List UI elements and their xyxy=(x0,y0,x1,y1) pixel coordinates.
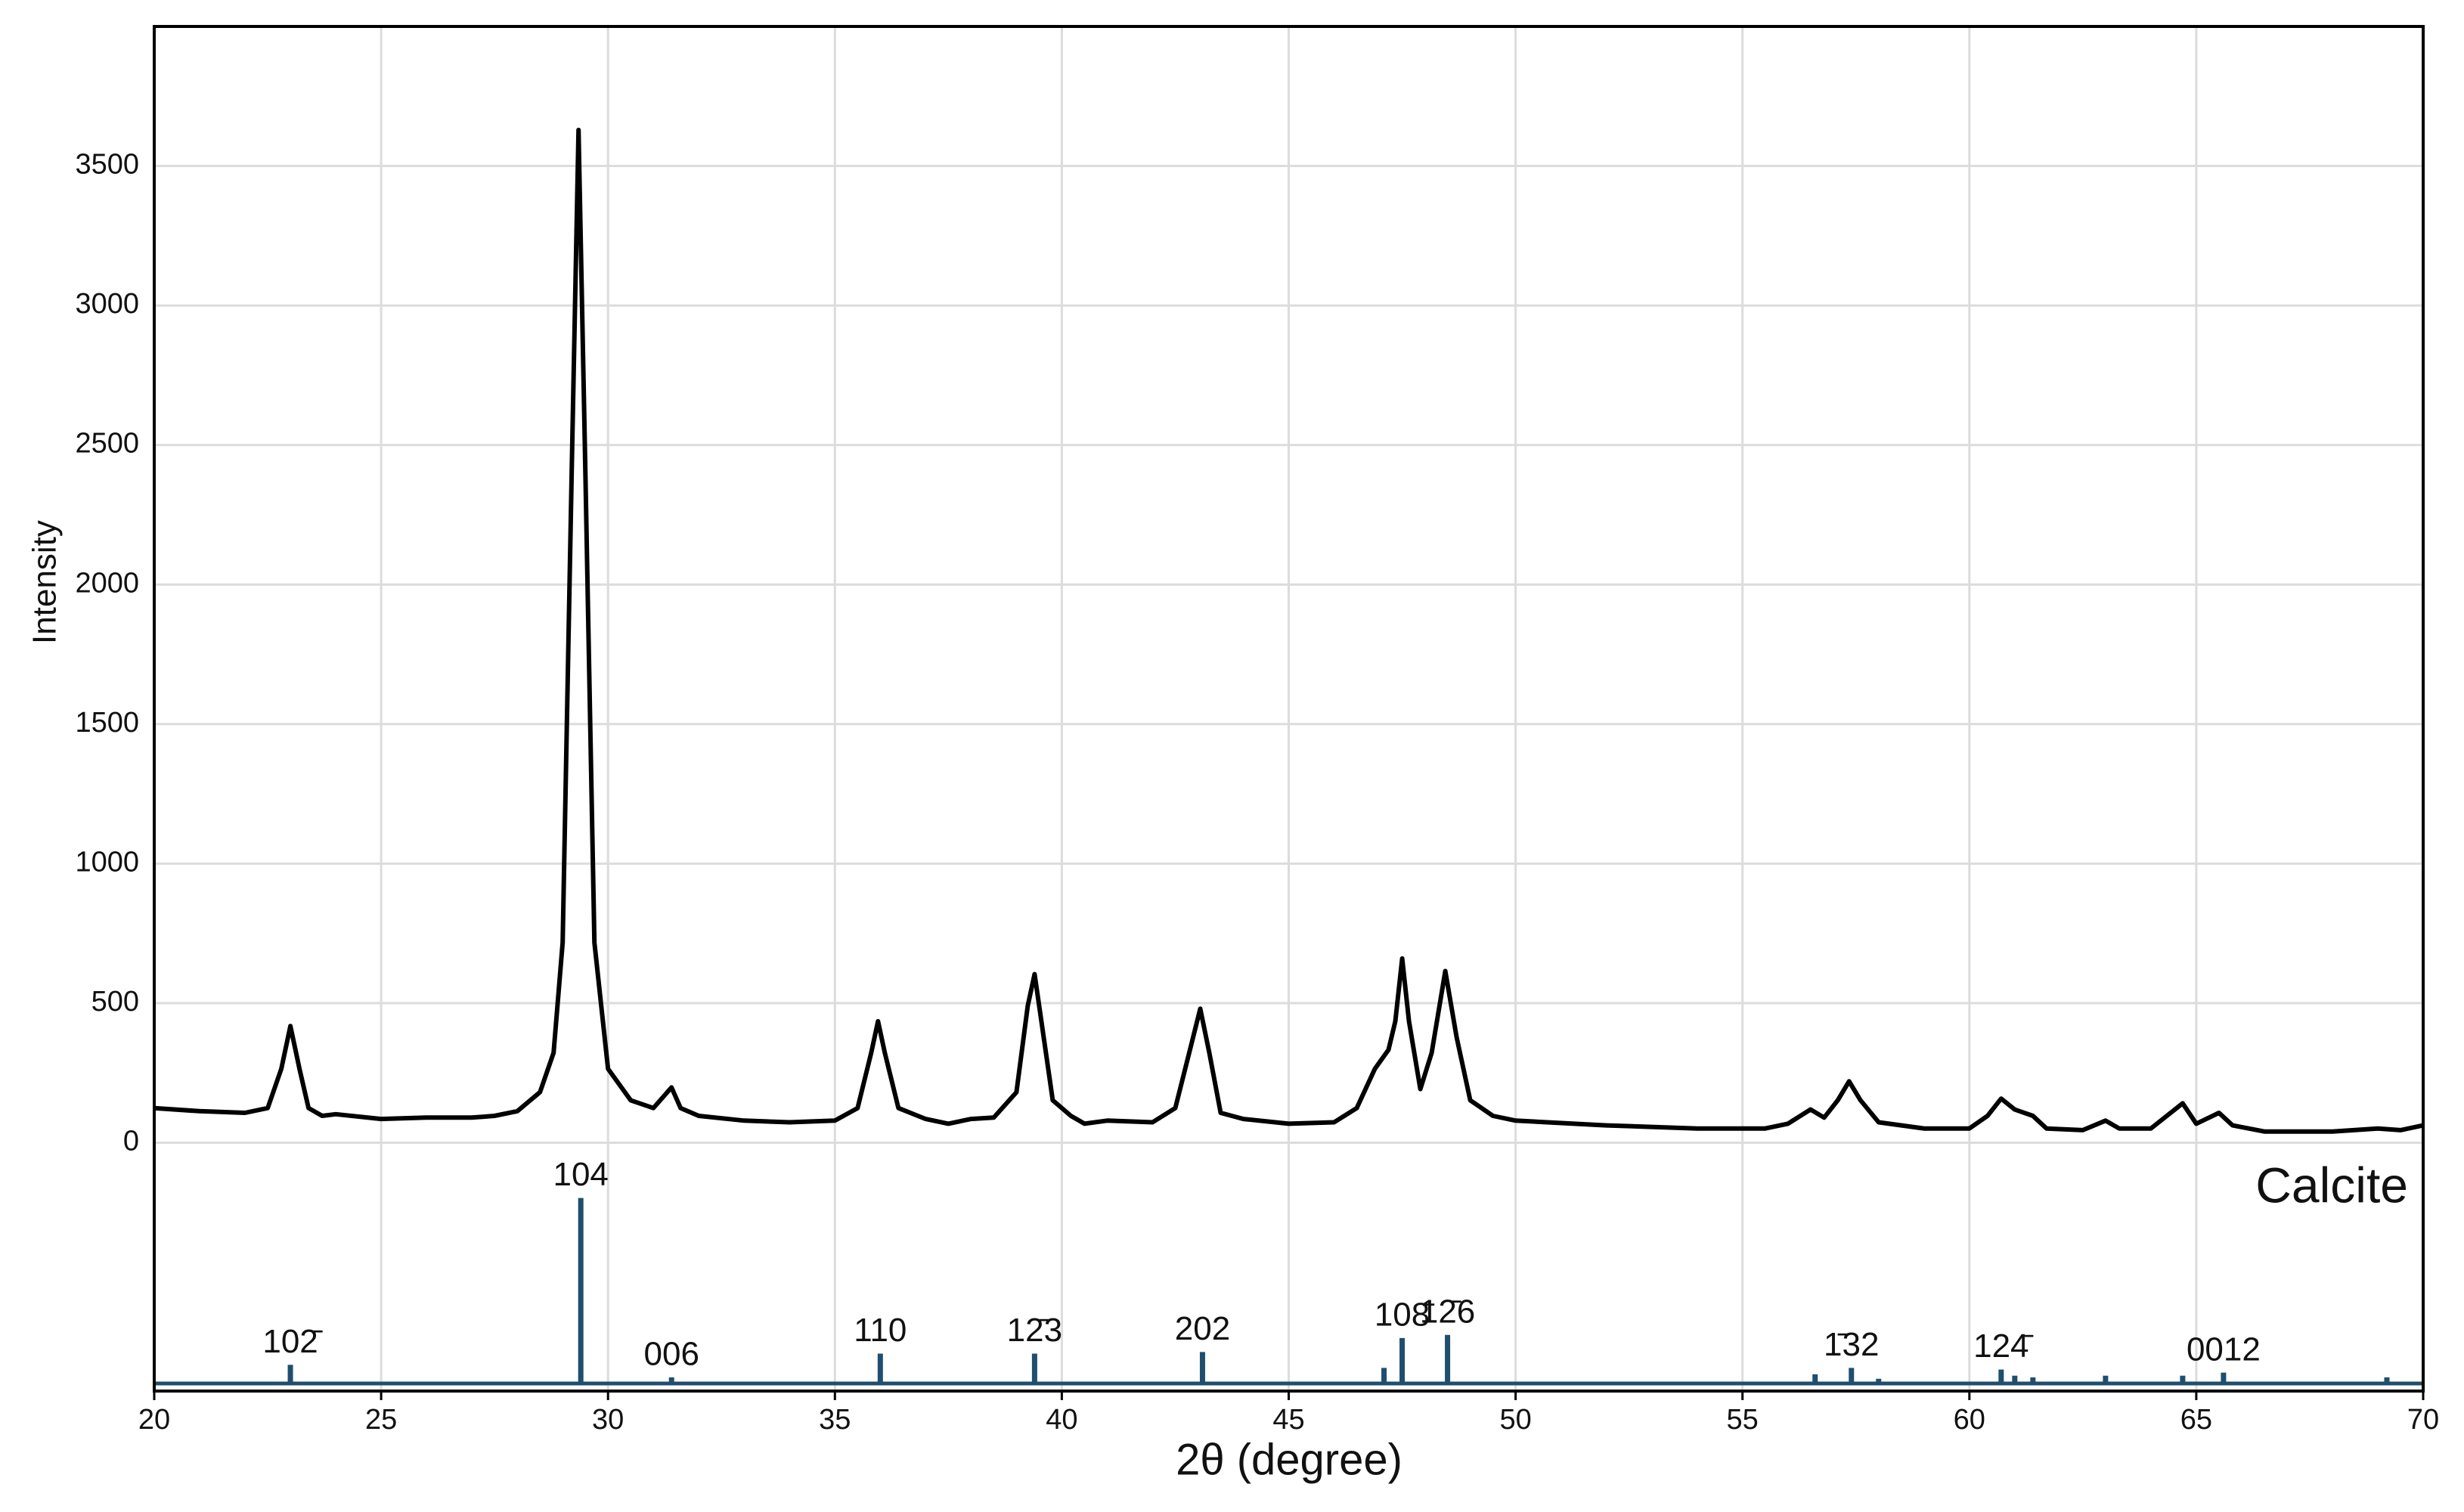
x-tick-label: 35 xyxy=(819,1404,851,1436)
y-tick-label: 3000 xyxy=(75,288,139,320)
y-axis-label: Intensity xyxy=(26,520,64,644)
x-tick-label: 20 xyxy=(138,1404,170,1436)
peak-label: 0012 xyxy=(2187,1331,2261,1368)
peak-label: 108̄ xyxy=(1375,1296,1434,1333)
peak-label: 12̄6 xyxy=(1420,1293,1475,1330)
y-tick-label: 2500 xyxy=(75,428,139,460)
y-tick-label: 1500 xyxy=(75,707,139,739)
peak-label: 202 xyxy=(1175,1310,1230,1347)
x-tick-label: 70 xyxy=(2407,1404,2439,1436)
pattern-line xyxy=(153,127,2424,1134)
plot-frame xyxy=(153,25,2425,1393)
peak-label: 110 xyxy=(854,1312,907,1349)
x-tick-label: 60 xyxy=(1954,1404,1985,1436)
y-tick-label: 500 xyxy=(91,986,139,1018)
y-tick-label: 2000 xyxy=(75,567,139,599)
peak-label: 102̄ xyxy=(262,1323,322,1360)
phase-name: Calcite xyxy=(2255,1157,2408,1213)
x-tick-label: 25 xyxy=(365,1404,397,1436)
x-tick-label: 50 xyxy=(1499,1404,1531,1436)
x-tick-label: 55 xyxy=(1727,1404,1759,1436)
x-axis-label: 2θ (degree) xyxy=(1176,1435,1402,1484)
y-tick-label: 0 xyxy=(123,1126,139,1157)
peak-label: 12̄3 xyxy=(1007,1312,1062,1349)
y-tick-label: 3500 xyxy=(75,149,139,181)
peak-label: 1̄32 xyxy=(1824,1326,1879,1363)
peak-label: 124̄ xyxy=(1973,1328,2033,1365)
x-tick-label: 45 xyxy=(1272,1404,1304,1436)
y-tick-label: 1000 xyxy=(75,846,139,878)
x-tick-label: 65 xyxy=(2180,1404,2212,1436)
x-tick-label: 30 xyxy=(592,1404,624,1436)
peak-label: 006 xyxy=(644,1336,699,1373)
x-tick-label: 40 xyxy=(1046,1404,1077,1436)
peak-label: 104 xyxy=(553,1156,608,1193)
